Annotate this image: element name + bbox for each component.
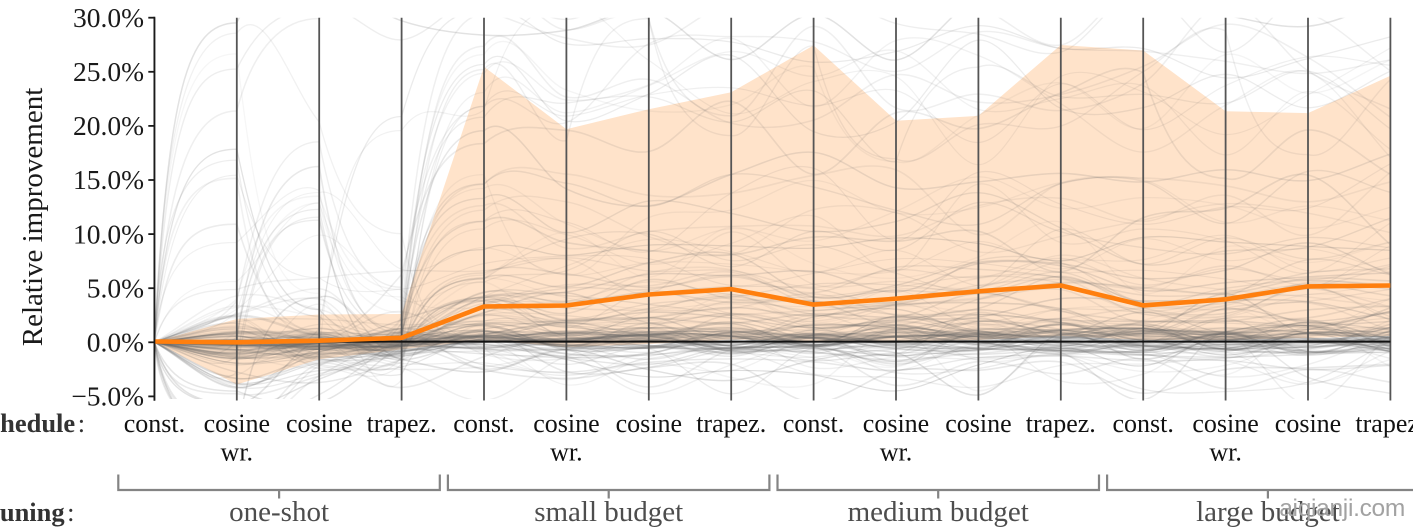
svg-text:trapez.: trapez.	[367, 409, 437, 438]
svg-text:tuning:: tuning:	[0, 497, 75, 527]
svg-text:15.0%: 15.0%	[73, 164, 144, 195]
svg-text:0.0%: 0.0%	[87, 327, 144, 358]
svg-text:5.0%: 5.0%	[87, 272, 144, 303]
svg-text:medium budget: medium budget	[848, 496, 1029, 528]
svg-text:cosine: cosine	[204, 409, 270, 438]
svg-text:wr.: wr.	[880, 438, 913, 467]
svg-text:aiqianji.com: aiqianji.com	[1279, 495, 1405, 522]
svg-text:wr.: wr.	[1209, 438, 1242, 467]
svg-text:cosine: cosine	[1192, 409, 1258, 438]
svg-text:schedule:: schedule:	[0, 408, 85, 438]
svg-text:large budget: large budget	[1196, 496, 1340, 528]
svg-text:wr.: wr.	[221, 438, 254, 467]
svg-text:small budget: small budget	[534, 496, 683, 528]
svg-text:const.: const.	[124, 409, 185, 438]
svg-text:10.0%: 10.0%	[73, 218, 144, 249]
svg-text:one-shot: one-shot	[229, 496, 329, 528]
svg-text:−5.0%: −5.0%	[71, 381, 144, 412]
svg-text:cosine: cosine	[863, 409, 929, 438]
svg-text:cosine: cosine	[945, 409, 1011, 438]
svg-text:30.0%: 30.0%	[73, 2, 144, 33]
svg-text:25.0%: 25.0%	[73, 56, 144, 87]
svg-text:const.: const.	[783, 409, 844, 438]
svg-text:20.0%: 20.0%	[73, 110, 144, 141]
svg-text:cosine: cosine	[533, 409, 599, 438]
svg-text:Relative improvement: Relative improvement	[17, 88, 49, 347]
svg-text:trapez.: trapez.	[696, 409, 766, 438]
svg-text:const.: const.	[453, 409, 514, 438]
svg-text:const.: const.	[1113, 409, 1174, 438]
svg-text:cosine: cosine	[616, 409, 682, 438]
svg-text:cosine: cosine	[1275, 409, 1341, 438]
svg-text:trapez.: trapez.	[1026, 409, 1096, 438]
svg-text:wr.: wr.	[550, 438, 583, 467]
svg-text:cosine: cosine	[286, 409, 352, 438]
svg-text:trapez.: trapez.	[1355, 409, 1413, 438]
